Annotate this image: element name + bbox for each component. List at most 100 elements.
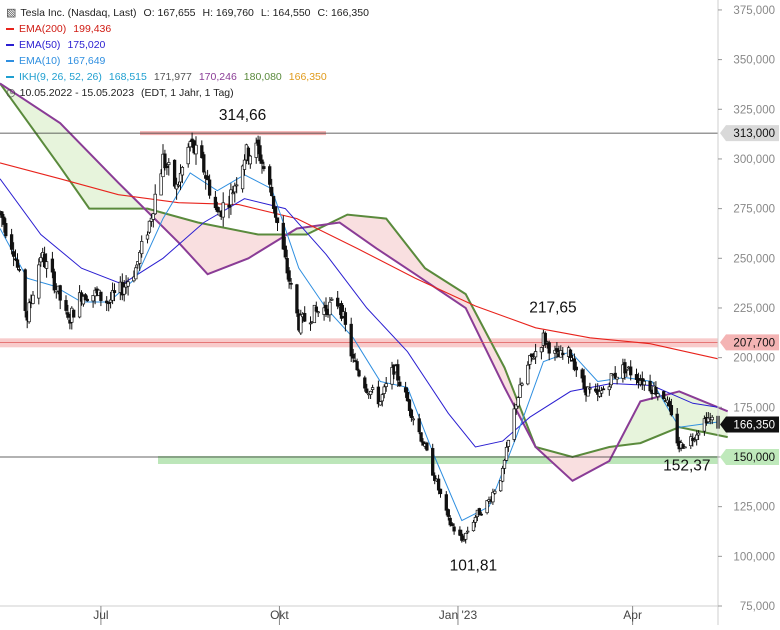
price-candle <box>526 361 530 386</box>
price-candle <box>417 413 421 435</box>
candle-body <box>312 304 317 324</box>
price-candle <box>213 191 218 210</box>
candlestick-icon: ▧ <box>6 7 17 19</box>
price-candle <box>180 165 185 184</box>
candle-body <box>710 416 714 421</box>
candle-body <box>351 353 355 359</box>
candle-body <box>433 475 437 481</box>
candle-body <box>528 355 532 365</box>
price-candle <box>572 353 577 372</box>
price-candle <box>287 267 291 289</box>
candle-body <box>258 145 262 162</box>
candle-body <box>405 391 410 402</box>
price-candle <box>83 293 88 301</box>
legend-ichimoku: IKH(9, 26, 52, 26) 168,515 171,977 170,2… <box>6 69 369 85</box>
price-candle <box>448 515 452 527</box>
candle-body <box>539 347 544 353</box>
candle-body <box>582 375 586 389</box>
price-candle <box>580 367 584 383</box>
candle-body <box>411 418 415 421</box>
price-candle <box>285 249 289 280</box>
price-candle <box>299 309 303 335</box>
price-candle <box>233 182 237 203</box>
price-candle <box>365 383 369 394</box>
price-candle <box>696 430 701 440</box>
open-value: O: 167,655 <box>143 7 196 19</box>
candle-body <box>303 313 307 322</box>
price-candle <box>240 164 245 193</box>
price-candle <box>37 258 41 305</box>
level-tag-shape <box>720 334 779 351</box>
ichimoku-value-kijun: 171,977 <box>153 71 192 83</box>
level-207-band <box>0 338 718 348</box>
candle-body <box>105 300 109 304</box>
price-candle <box>446 508 450 521</box>
candle-body <box>23 269 27 311</box>
price-candle <box>229 183 233 215</box>
candle-body <box>370 387 375 390</box>
price-candle <box>163 149 167 171</box>
price-candle <box>275 217 280 231</box>
price-candle <box>582 368 586 393</box>
price-candle <box>4 218 8 239</box>
candle-body <box>382 386 386 394</box>
candle-body <box>233 185 237 193</box>
price-candle <box>629 360 633 381</box>
candle-body <box>353 360 357 362</box>
candle-body <box>44 261 49 269</box>
price-candle <box>368 390 373 399</box>
ichimoku-cloud-segment <box>618 391 728 446</box>
price-candle <box>530 353 534 362</box>
period-info: (EDT, 1 Jahr, 1 Tag) <box>141 87 234 99</box>
price-candle <box>702 415 707 436</box>
price-candle <box>378 401 382 406</box>
candle-body <box>316 311 320 314</box>
price-candle <box>11 242 16 267</box>
close-value: C: 166,350 <box>317 7 369 19</box>
candle-body <box>485 500 489 514</box>
price-candle <box>202 151 206 175</box>
ichimoku-swatch <box>6 76 14 78</box>
candle-body <box>669 405 674 416</box>
candle-body <box>533 351 538 358</box>
price-candle <box>623 358 627 380</box>
candle-body <box>287 270 291 282</box>
low-value: L: 164,550 <box>260 7 311 19</box>
candle-body <box>425 442 429 451</box>
candle-body <box>588 387 592 390</box>
candle-body <box>227 204 231 208</box>
candle-body <box>514 404 518 410</box>
price-candle <box>502 458 507 475</box>
price-candle <box>642 378 646 391</box>
price-candle <box>330 297 334 301</box>
price-candle <box>479 511 483 516</box>
candle-body <box>64 300 68 311</box>
price-candle <box>200 140 204 159</box>
candle-body <box>0 211 4 218</box>
price-candle <box>349 317 353 362</box>
candle-body <box>597 391 602 397</box>
ichimoku-cloud-segment <box>0 83 142 209</box>
candle-body <box>285 258 289 274</box>
price-candle <box>458 526 462 537</box>
chart-legend: ▧ Tesla Inc. (Nasdaq, Last) O: 167,655 H… <box>6 5 369 101</box>
price-candle <box>221 192 225 227</box>
price-candle <box>145 231 150 244</box>
y-tick-label: 325,000 <box>733 104 775 116</box>
candle-body <box>601 388 606 391</box>
price-candle <box>126 277 130 296</box>
price-candle <box>634 368 639 385</box>
candle-body <box>504 446 509 461</box>
price-candle <box>691 433 695 447</box>
candle-body <box>122 286 126 295</box>
price-candle <box>122 280 126 302</box>
price-candle <box>258 136 262 164</box>
candle-body <box>159 173 163 196</box>
candle-body <box>180 167 185 176</box>
y-tick-label: 250,000 <box>733 253 775 265</box>
candle-body <box>695 434 699 440</box>
price-candle <box>683 446 687 449</box>
price-candle <box>312 304 317 324</box>
candle-body <box>2 216 6 225</box>
